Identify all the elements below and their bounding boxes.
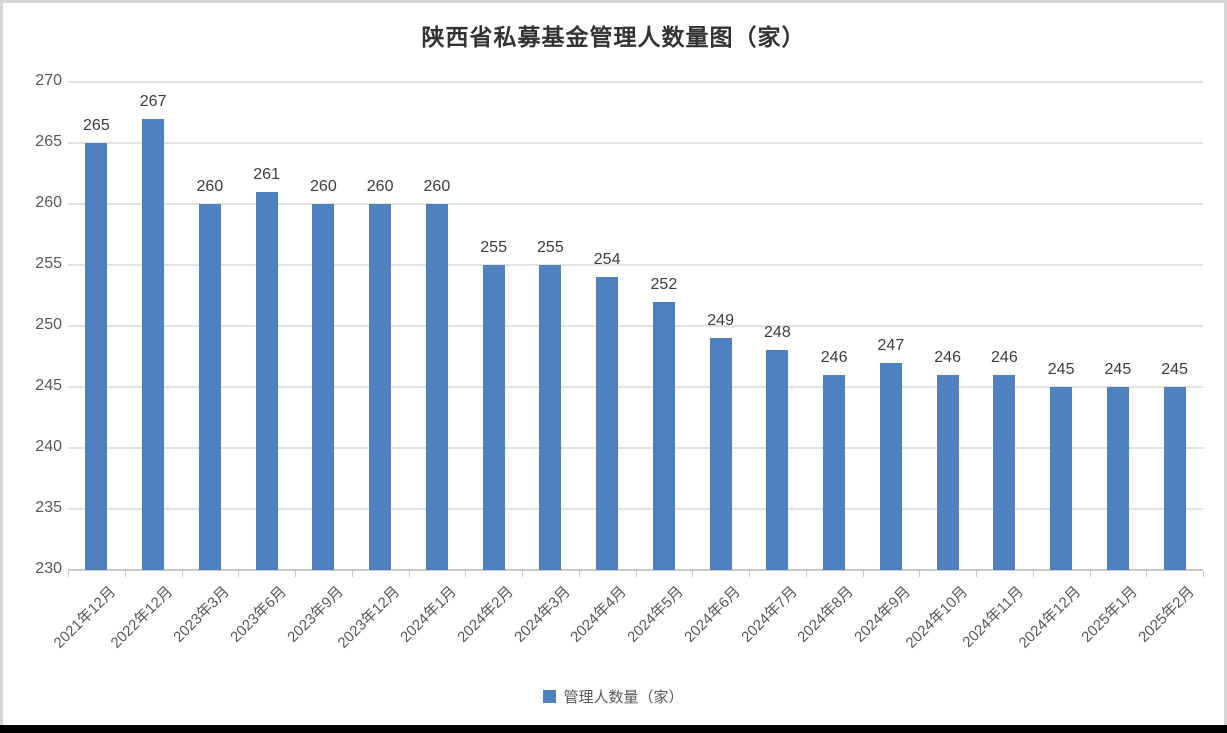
bar-value-label: 260 <box>196 178 224 195</box>
bar <box>652 301 675 570</box>
x-axis-tick <box>295 571 296 577</box>
legend: 管理人数量（家） <box>0 686 1227 707</box>
y-axis-tick-label: 250 <box>35 316 62 333</box>
bar <box>1050 387 1073 570</box>
x-axis-tick <box>976 571 977 577</box>
bar-value-label: 260 <box>310 178 337 195</box>
bar-value-label: 245 <box>1047 361 1075 378</box>
bar <box>766 350 789 570</box>
gridline <box>68 203 1203 205</box>
gridline <box>68 142 1203 144</box>
gridline <box>68 447 1203 449</box>
bar <box>936 374 959 570</box>
x-axis-tick <box>805 571 807 577</box>
bar-value-label: 267 <box>139 92 167 110</box>
bar <box>1163 387 1186 570</box>
bar <box>539 265 562 570</box>
gridline <box>68 325 1203 327</box>
x-axis-tick <box>692 571 694 577</box>
gridline <box>68 264 1203 266</box>
legend-swatch-icon <box>543 690 557 703</box>
y-axis-tick-label: 235 <box>35 499 62 516</box>
bar <box>369 204 392 570</box>
x-axis-tick <box>124 571 126 577</box>
legend-label: 管理人数量（家） <box>563 689 684 706</box>
bottom-black-bar <box>0 725 1227 733</box>
bar <box>482 265 505 570</box>
bar-value-label: 265 <box>83 117 110 134</box>
y-axis-tick-label: 270 <box>35 72 62 89</box>
x-axis-tick <box>1146 571 1148 577</box>
x-axis-line <box>68 569 1203 571</box>
x-axis-tick <box>465 571 467 577</box>
bar-value-label: 260 <box>423 178 451 195</box>
y-axis-tick-label: 265 <box>35 133 62 150</box>
x-axis-tick <box>919 571 921 577</box>
bar <box>879 362 902 570</box>
bar <box>255 191 278 570</box>
bar-value-label: 246 <box>820 348 848 366</box>
y-axis-tick-label: 260 <box>35 194 62 211</box>
bar-value-label: 252 <box>650 275 678 293</box>
bar <box>596 277 619 570</box>
bar <box>823 374 846 570</box>
bar-value-label: 246 <box>934 348 961 366</box>
x-axis-tick <box>1089 571 1091 577</box>
y-axis-tick-label: 255 <box>35 255 62 272</box>
y-axis-tick-label: 245 <box>35 377 62 394</box>
bar <box>993 374 1016 570</box>
bar-value-label: 245 <box>1104 361 1132 378</box>
x-axis-tick <box>749 571 750 577</box>
x-axis-tick <box>862 571 864 577</box>
x-axis-tick <box>238 571 240 577</box>
bar <box>85 143 108 570</box>
bar-value-label: 255 <box>537 239 564 256</box>
bar-value-label: 248 <box>764 324 791 342</box>
bar-value-label: 255 <box>480 239 507 256</box>
x-axis-tick <box>578 571 580 577</box>
bar-value-label: 246 <box>991 348 1018 366</box>
x-axis-tick <box>68 571 69 577</box>
chart-title: 陕西省私募基金管理人数量图（家） <box>421 24 806 51</box>
bar <box>1106 387 1129 570</box>
x-axis-tick <box>522 571 523 577</box>
x-axis-tick <box>1032 571 1034 577</box>
x-axis-tick <box>635 571 637 577</box>
gridline <box>68 508 1203 510</box>
bar <box>709 338 732 570</box>
bar-value-label: 249 <box>707 312 734 330</box>
y-axis-tick-label: 230 <box>35 560 62 577</box>
bar-value-label: 254 <box>593 251 621 269</box>
bar <box>312 204 335 570</box>
x-axis-tick <box>408 571 410 577</box>
bar-value-label: 245 <box>1161 361 1188 378</box>
bar <box>425 204 448 570</box>
bar-value-label: 260 <box>366 178 394 195</box>
gridline <box>68 81 1203 83</box>
x-axis-tick <box>1203 571 1204 577</box>
x-axis-tick <box>351 571 353 577</box>
x-axis-tick <box>181 571 183 577</box>
bar <box>142 118 165 570</box>
gridline <box>68 386 1203 388</box>
bar-value-label: 247 <box>877 336 905 354</box>
y-axis-tick-label: 240 <box>35 438 62 455</box>
bar-value-label: 261 <box>253 165 280 183</box>
bar <box>198 204 221 570</box>
